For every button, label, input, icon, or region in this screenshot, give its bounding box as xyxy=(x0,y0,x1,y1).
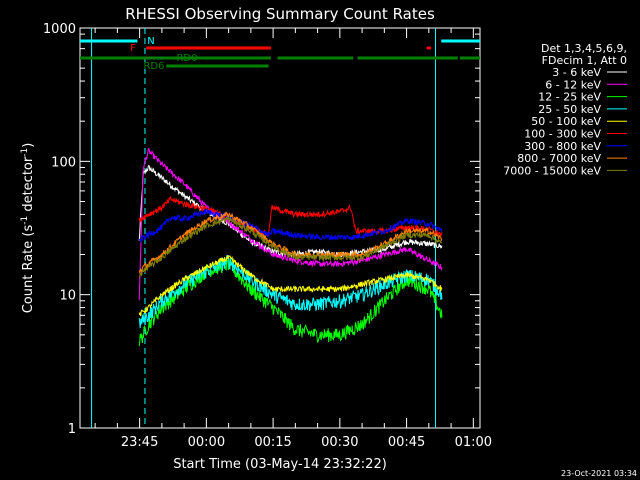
x-tick-label: 00:00 xyxy=(188,435,225,450)
y-axis-label-sup1: -1 xyxy=(20,216,30,225)
legend-label: 100 - 300 keV xyxy=(524,128,601,141)
timestamp: 23-Oct-2021 03:34 xyxy=(561,469,637,478)
legend-label: 12 - 25 keV xyxy=(538,91,601,104)
legend-label: 7000 - 15000 keV xyxy=(503,164,601,177)
y-axis-label-sup2: -1 xyxy=(20,148,30,157)
legend-label: 800 - 7000 keV xyxy=(517,152,601,165)
legend-label: 6 - 12 keV xyxy=(545,78,601,91)
y-tick-label: 1000 xyxy=(43,22,76,37)
legend-label: 3 - 6 keV xyxy=(552,66,601,79)
x-tick-label: 00:30 xyxy=(321,435,358,450)
series-line-2 xyxy=(138,257,443,347)
x-tick-label: 00:15 xyxy=(254,435,291,450)
legend-label: 25 - 50 keV xyxy=(538,103,601,116)
flag-label-rd0: RD0 xyxy=(176,53,197,64)
flag-label-f: F xyxy=(130,43,136,54)
y-axis-label-end: ) xyxy=(21,143,36,148)
y-tick-label: 1 xyxy=(68,422,76,437)
legend-header-line-1: Det 1,3,4,5,6,9, xyxy=(541,42,627,55)
series-line-8 xyxy=(138,215,443,278)
flag-label-n: N xyxy=(147,36,154,47)
x-tick-label: 23:45 xyxy=(121,435,158,450)
y-tick-label: 100 xyxy=(51,155,76,170)
legend-label: 300 - 800 keV xyxy=(524,140,601,153)
legend-header-line-2: FDecim 1, Att 0 xyxy=(542,54,627,67)
x-axis-label: Start Time (03-May-14 23:32:22) xyxy=(173,457,387,472)
x-tick-label: 01:00 xyxy=(455,435,492,450)
y-tick-label: 10 xyxy=(59,289,76,304)
series-line-1 xyxy=(138,148,443,301)
plot-clipped-area xyxy=(80,28,480,428)
y-axis-label-mid: detector xyxy=(21,156,36,216)
plot-content: 1 10 100 1000 23:45 00:00 00:15 00:30 00:45 01:00… xyxy=(43,22,627,450)
series-line-4 xyxy=(138,255,443,317)
x-tick-label: 00:45 xyxy=(388,435,425,450)
series-line-6 xyxy=(138,209,443,243)
plot-frame xyxy=(79,27,481,429)
y-axis-label: Count Rate (s-1 detector-1) xyxy=(20,143,36,314)
y-axis-label-main: Count Rate (s xyxy=(21,225,36,314)
chart-title: RHESSI Observing Summary Count Rates xyxy=(125,5,435,23)
flag-label-rd6: RD6 xyxy=(143,61,164,72)
series-line-7 xyxy=(138,211,443,275)
legend-label: 50 - 100 keV xyxy=(531,115,601,128)
series-line-5 xyxy=(138,195,443,237)
